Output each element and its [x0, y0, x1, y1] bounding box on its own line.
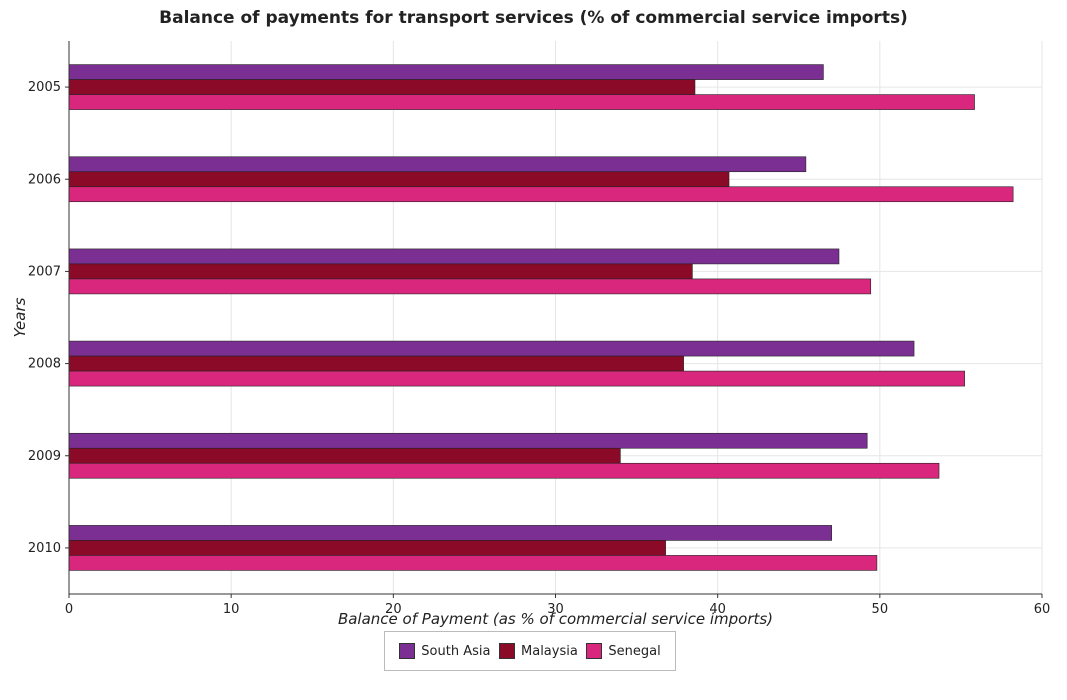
x-axis-label: Balance of Payment (as % of commercial s… [338, 610, 773, 628]
y-tick-label: 2006 [28, 172, 61, 187]
x-tick-label: 40 [709, 602, 726, 617]
legend-swatch [499, 643, 516, 659]
bar-malaysia-2010 [68, 540, 666, 556]
bar-south-asia-2005 [68, 64, 824, 80]
y-tick-label: 2005 [28, 80, 61, 95]
x-tick-label: 10 [223, 602, 240, 617]
bar-malaysia-2007 [68, 263, 693, 280]
bar-senegal-2008 [68, 370, 965, 387]
y-tick-label: 2010 [28, 541, 61, 556]
bar-south-asia-2009 [68, 432, 868, 449]
legend-item: South Asia [399, 643, 490, 659]
bar-malaysia-2005 [68, 79, 696, 95]
bar-south-asia-2007 [68, 248, 840, 265]
x-tick-label: 20 [385, 602, 402, 617]
legend-label: South Asia [421, 643, 491, 659]
x-tick-label: 50 [872, 602, 889, 617]
bar-south-asia-2006 [68, 156, 807, 173]
y-tick-label: 2009 [28, 449, 61, 464]
legend-label: Senegal [608, 643, 661, 659]
legend-swatch [399, 643, 416, 659]
bar-senegal-2006 [68, 186, 1014, 203]
legend-label: Malaysia [521, 643, 578, 659]
x-tick-label: 60 [1034, 602, 1051, 617]
bar-malaysia-2009 [68, 447, 621, 464]
bar-south-asia-2010 [68, 525, 832, 541]
bar-malaysia-2008 [68, 355, 684, 372]
y-tick-label: 2008 [28, 357, 61, 372]
legend-item: Senegal [586, 643, 661, 659]
chart-title: Balance of payments for transport servic… [159, 8, 908, 28]
y-axis-label: Years [11, 297, 29, 337]
x-tick-label: 0 [65, 602, 73, 617]
legend-swatch [586, 643, 603, 659]
legend-item: Malaysia [499, 643, 578, 659]
bar-south-asia-2008 [68, 340, 915, 357]
bar-senegal-2007 [68, 278, 872, 295]
legend: South Asia Malaysia Senegal [384, 631, 676, 671]
x-tick-label: 30 [547, 602, 564, 617]
bar-senegal-2009 [68, 462, 940, 479]
bar-senegal-2005 [68, 94, 975, 110]
bar-senegal-2010 [68, 555, 878, 571]
bar-malaysia-2006 [68, 171, 730, 188]
y-tick-label: 2007 [28, 264, 61, 279]
